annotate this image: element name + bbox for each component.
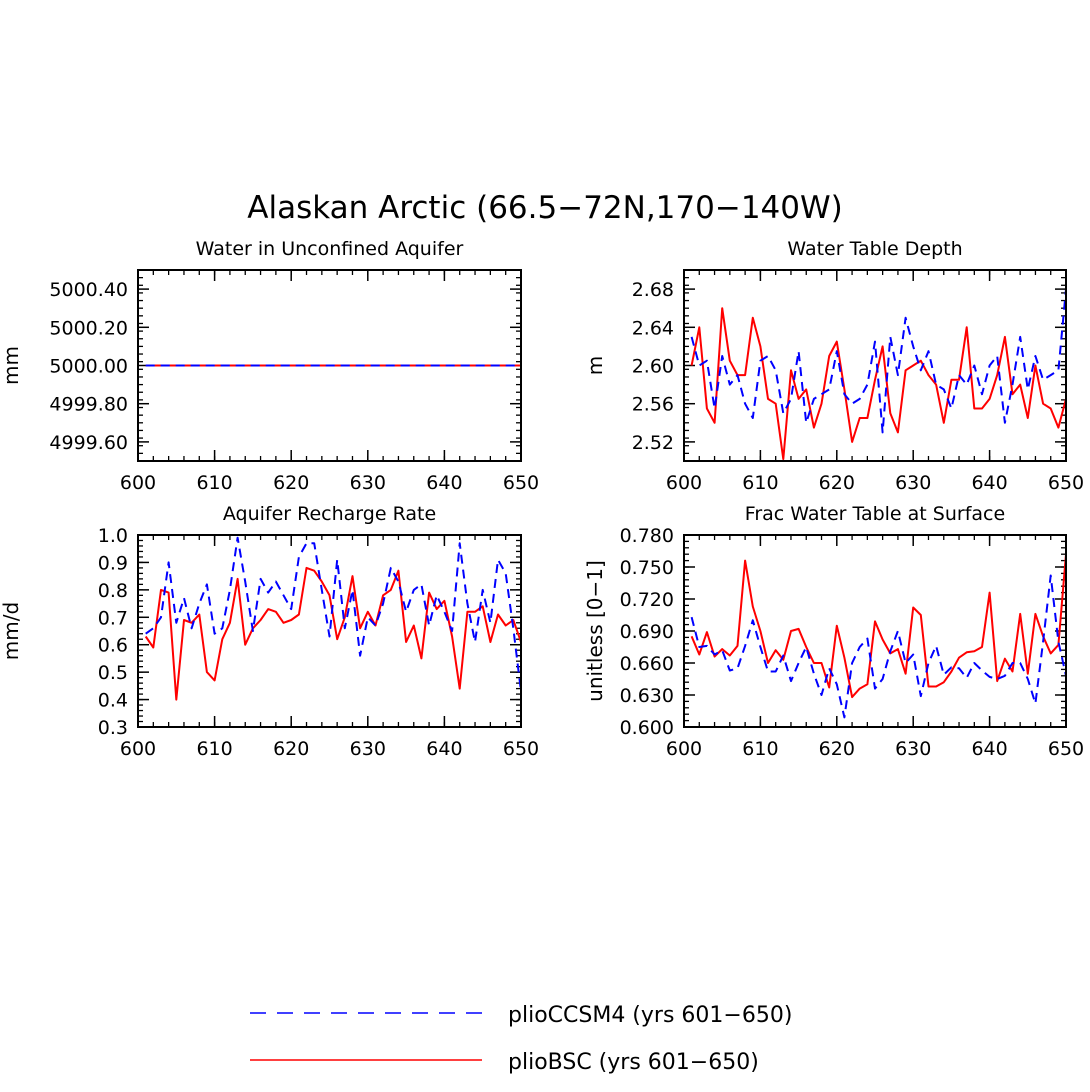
series-line-pliocccsm4 [690, 289, 1067, 434]
y-tick-label: 0.3 [98, 717, 128, 739]
x-tick-label: 630 [350, 472, 386, 494]
x-tick-label: 620 [819, 738, 855, 760]
y-tick-label: 5000.40 [49, 279, 128, 301]
y-tick-label: 0.660 [620, 653, 674, 675]
x-tick-label: 600 [666, 472, 702, 494]
y-tick-label: 0.4 [98, 690, 128, 712]
y-tick-label: 2.68 [632, 279, 674, 301]
y-axis-label: unitless [0−1] [583, 560, 607, 702]
x-tick-label: 640 [971, 738, 1007, 760]
x-tick-label: 600 [120, 472, 156, 494]
x-tick-label: 600 [120, 738, 156, 760]
series-line-pliocccsm4 [145, 536, 522, 692]
y-tick-label: 0.750 [620, 557, 674, 579]
panel-title: Aquifer Recharge Rate [223, 503, 436, 525]
x-tick-label: 650 [503, 738, 539, 760]
x-tick-label: 630 [895, 472, 931, 494]
series-line-pliobsc [690, 554, 1067, 699]
y-tick-label: 4999.60 [49, 432, 128, 454]
x-tick-label: 600 [666, 738, 702, 760]
x-tick-label: 640 [426, 472, 462, 494]
plot-frame [683, 269, 1067, 462]
panel-title: Water in Unconfined Aquifer [196, 238, 464, 260]
panel-frac-water-table-at-surface: Frac Water Table at Surface unitless [0−1… [583, 503, 1084, 760]
x-tick-label: 640 [426, 738, 462, 760]
y-tick-label: 0.690 [620, 621, 674, 643]
panel-aquifer-recharge-rate: Aquifer Recharge Rate mm/d 600 610 620 630 640… [0, 503, 539, 760]
plot-frame [137, 269, 522, 462]
plot-frame [683, 534, 1067, 728]
panel-water-in-unconfined-aquifer: Water in Unconfined Aquifer mm 600 610 620 63… [0, 238, 539, 494]
y-tick-label: 0.9 [98, 552, 128, 574]
y-tick-label: 5000.20 [49, 317, 128, 339]
y-tick-label: 0.630 [620, 685, 674, 707]
series-line-pliocccsm4 [690, 574, 1067, 719]
series-line-pliobsc [690, 307, 1067, 461]
panel-title: Frac Water Table at Surface [745, 503, 1005, 525]
x-tick-label: 610 [196, 472, 232, 494]
y-tick-label: 2.52 [632, 432, 674, 454]
y-tick-label: 2.56 [632, 394, 674, 416]
legend-label-pliobsc: plioBSC (yrs 601−650) [508, 1050, 759, 1075]
x-tick-label: 610 [196, 738, 232, 760]
y-axis-label: mm [0, 346, 23, 385]
plot-frame [137, 534, 522, 728]
y-tick-label: 0.780 [620, 525, 674, 547]
series-line-pliobsc [144, 566, 522, 701]
y-tick-label: 5000.00 [49, 356, 128, 378]
y-tick-label: 0.8 [98, 580, 128, 602]
y-tick-label: 2.64 [632, 317, 674, 339]
x-tick-label: 650 [503, 472, 539, 494]
x-tick-label: 650 [1048, 472, 1084, 494]
y-tick-label: 4999.80 [49, 394, 128, 416]
figure-title: Alaskan Arctic (66.5−72N,170−140W) [247, 190, 843, 226]
y-tick-label: 0.6 [98, 635, 128, 657]
x-tick-label: 650 [1048, 738, 1084, 760]
x-tick-label: 620 [819, 472, 855, 494]
y-tick-label: 0.7 [98, 607, 128, 629]
panel-title: Water Table Depth [787, 238, 962, 260]
y-tick-label: 0.600 [620, 717, 674, 739]
x-tick-label: 610 [742, 738, 778, 760]
y-tick-label: 0.5 [98, 662, 128, 684]
x-tick-label: 640 [971, 472, 1007, 494]
legend: plioCCSM4 (yrs 601−650) plioBSC (yrs 601… [250, 1003, 792, 1075]
panel-water-table-depth: Water Table Depth m 600 610 620 630 640 650 2.52… [583, 238, 1084, 494]
y-tick-label: 1.0 [98, 525, 128, 547]
x-tick-label: 620 [273, 472, 309, 494]
y-axis-label: mm/d [0, 602, 23, 660]
legend-label-pliocccsm4: plioCCSM4 (yrs 601−650) [508, 1003, 792, 1028]
y-tick-label: 0.720 [620, 589, 674, 611]
x-tick-label: 630 [895, 738, 931, 760]
y-axis-label: m [583, 356, 607, 375]
y-tick-label: 2.60 [632, 356, 674, 378]
x-tick-label: 620 [273, 738, 309, 760]
x-tick-label: 630 [350, 738, 386, 760]
x-tick-label: 610 [742, 472, 778, 494]
